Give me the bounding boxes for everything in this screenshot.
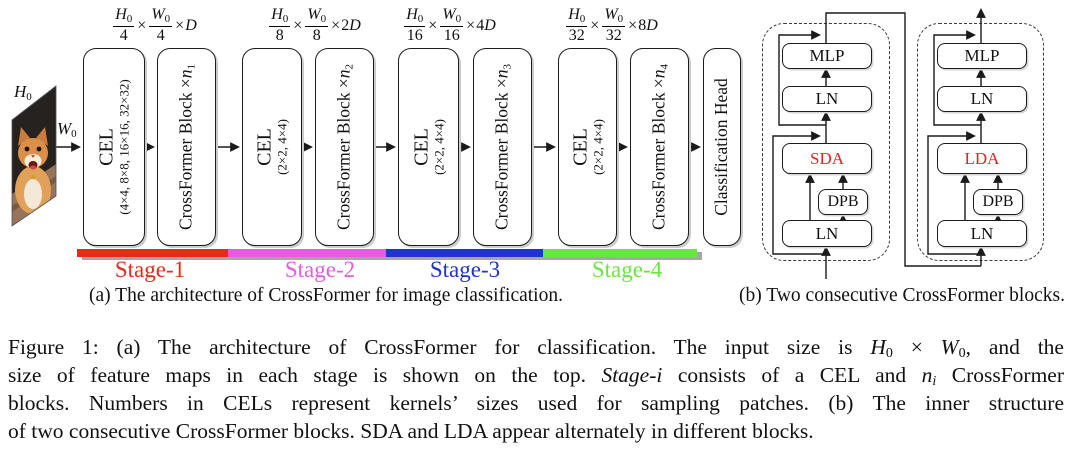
input-height-label: H0	[14, 82, 32, 103]
block-crossformer-1: CrossFormer Block ×n1	[157, 48, 216, 246]
figure-caption-line-1: Figure 1: (a) The architecture of CrossF…	[8, 335, 1064, 361]
dpb-box-right: DPB	[973, 189, 1023, 215]
figure-caption-line-2: size of feature maps in each stage is sh…	[8, 363, 1064, 389]
times-sign: ×	[137, 17, 147, 34]
ln-box-left-lower: LN	[782, 220, 872, 247]
stage4-label: Stage-4	[591, 257, 663, 282]
times-sign: ×	[628, 17, 638, 34]
block-cel-1: CEL (4×4, 8×8, 16×16, 32×32)	[83, 48, 145, 246]
stage2-label: Stage-2	[284, 257, 356, 282]
stage3-bar	[386, 249, 543, 257]
fraction-h: H0 4	[113, 6, 135, 45]
stage1-bar	[77, 249, 228, 257]
dim-label-stage4: H0 32 × W0 32 × 8 D	[566, 6, 658, 45]
b-left-skip2	[778, 30, 826, 126]
stage1-label: Stage-1	[114, 257, 186, 282]
block-crossformer-3: CrossFormer Block ×n3	[473, 48, 532, 246]
stage4-bar	[543, 249, 697, 257]
block-crossformer-2: CrossFormer Block ×n2	[315, 48, 374, 246]
dpb-box-left: DPB	[818, 189, 868, 215]
fraction-h: H0 8	[269, 6, 291, 45]
fraction-w: W0 32	[602, 6, 626, 45]
times-sign: ×	[293, 17, 303, 34]
stage-bars	[77, 249, 697, 257]
block-crossformer-4: CrossFormer Block ×n4	[630, 48, 689, 246]
figure-caption: Figure 1: (a) The architecture of CrossF…	[8, 333, 1064, 445]
panel-a-caption: (a) The architecture of CrossFormer for …	[89, 285, 563, 306]
figure-1: H0 W0 H0 4 × W0 4 × D H0 8 × W0 8 × 2 D H0 16 × …	[11, 6, 1065, 306]
times-sign: ×	[466, 17, 476, 34]
times-sign: ×	[428, 17, 438, 34]
fraction-w: W0 8	[305, 6, 329, 45]
figure-caption-line-4: of two consecutive CrossFormer blocks. S…	[8, 419, 814, 443]
mlp-box-right: MLP	[937, 43, 1027, 69]
times-sign: ×	[590, 17, 600, 34]
times-sign: ×	[175, 17, 185, 34]
lda-box: LDA	[937, 143, 1027, 174]
figure-lines-layer	[54, 8, 1003, 279]
b-right-skip1	[927, 131, 981, 255]
dim-label-stage3: H0 16 × W0 16 × 4 D	[404, 6, 496, 45]
fraction-h: H0 16	[404, 6, 426, 45]
input-cat-image	[11, 85, 57, 227]
times-sign: ×	[331, 17, 341, 34]
b-right-skip2	[933, 30, 981, 126]
block-cel-2: CEL (2×2, 4×4)	[242, 48, 302, 246]
fraction-h: H0 32	[566, 6, 588, 45]
input-width-label: W0	[57, 119, 77, 140]
b-block-connector	[825, 12, 981, 267]
block-cel-3: CEL (2×2, 4×4)	[398, 48, 459, 246]
dim-label-stage2: H0 8 × W0 8 × 2 D	[269, 6, 361, 45]
block-classification-head: Classification Head	[703, 48, 741, 246]
block-cel-4: CEL (2×2, 4×4)	[558, 48, 617, 246]
ln-box-right-upper: LN	[937, 86, 1027, 112]
dim-label-stage1: H0 4 × W0 4 × D	[113, 6, 197, 45]
fraction-w: W0 16	[440, 6, 464, 45]
mlp-box-left: MLP	[782, 43, 872, 69]
sda-box: SDA	[782, 143, 872, 174]
b-left-skip1	[772, 131, 826, 255]
figure-caption-line-3: blocks. Numbers in CELs represent kernel…	[8, 391, 1064, 415]
ln-box-right-lower: LN	[937, 220, 1027, 247]
fraction-w: W0 4	[149, 6, 173, 45]
stage3-label: Stage-3	[429, 257, 501, 282]
stage2-bar	[228, 249, 386, 257]
panel-b-caption: (b) Two consecutive CrossFormer blocks.	[739, 285, 1065, 306]
ln-box-left-upper: LN	[782, 86, 872, 112]
